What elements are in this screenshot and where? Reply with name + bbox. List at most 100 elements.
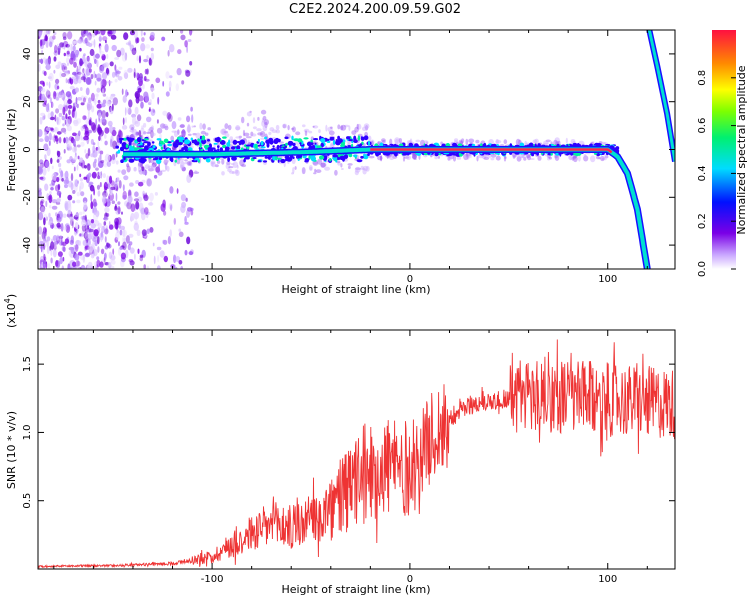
noise-speckle: [59, 42, 65, 48]
band-speckle: [163, 144, 166, 150]
noise-speckle: [122, 184, 125, 192]
haze-speckle: [515, 154, 519, 157]
haze-speckle: [228, 170, 235, 174]
noise-speckle: [46, 239, 49, 248]
haze-speckle: [604, 155, 609, 159]
band-speckle: [335, 160, 338, 163]
haze-speckle: [151, 164, 156, 171]
noise-speckle: [58, 167, 62, 174]
haze-speckle: [437, 156, 441, 159]
noise-speckle: [159, 250, 165, 258]
haze-speckle: [304, 130, 308, 137]
haze-speckle: [303, 128, 310, 133]
noise-speckle: [120, 225, 125, 230]
noise-speckle: [146, 265, 150, 269]
noise-speckle: [127, 195, 133, 204]
noise-speckle: [130, 203, 136, 212]
noise-speckle: [111, 153, 116, 161]
noise-speckle: [88, 243, 94, 253]
haze-speckle: [454, 138, 459, 142]
band-speckle: [326, 140, 331, 143]
noise-speckle: [58, 234, 63, 242]
noise-speckle: [38, 190, 42, 199]
band-speckle: [129, 137, 133, 143]
band-speckle: [226, 142, 231, 147]
noise-speckle: [153, 255, 156, 265]
band-speckle: [201, 138, 207, 145]
noise-speckle: [72, 200, 76, 204]
noise-speckle: [154, 192, 158, 196]
band-speckle: [174, 159, 177, 163]
colorbar-tick-label: 0.8: [697, 70, 708, 86]
noise-speckle: [95, 53, 100, 59]
noise-speckle: [97, 141, 100, 147]
noise-speckle: [64, 70, 70, 74]
noise-speckle: [135, 201, 140, 210]
noise-speckle: [47, 112, 51, 119]
noise-speckle: [122, 117, 125, 126]
band-speckle: [243, 158, 246, 163]
haze-speckle: [171, 130, 177, 133]
haze-speckle: [411, 154, 417, 160]
noise-speckle: [66, 125, 72, 132]
noise-speckle: [116, 229, 120, 233]
haze-speckle: [186, 160, 192, 166]
haze-speckle: [230, 163, 235, 165]
haze-speckle: [381, 138, 386, 142]
haze-speckle: [252, 117, 256, 124]
noise-speckle: [40, 93, 46, 103]
haze-speckle: [571, 156, 575, 161]
noise-speckle: [82, 254, 86, 263]
noise-speckle: [133, 211, 140, 220]
noise-speckle: [138, 77, 143, 82]
band-speckle: [339, 155, 346, 161]
noise-speckle: [122, 228, 126, 237]
noise-speckle: [45, 160, 50, 168]
noise-speckle: [123, 175, 129, 181]
band-speckle: [191, 139, 195, 144]
noise-speckle: [117, 76, 123, 81]
haze-speckle: [192, 133, 197, 136]
noise-speckle: [64, 130, 67, 135]
noise-speckle: [92, 33, 95, 38]
noise-speckle: [90, 201, 94, 210]
band-speckle: [311, 145, 316, 150]
haze-speckle: [330, 142, 333, 147]
noise-speckle: [84, 37, 88, 44]
noise-speckle: [165, 71, 170, 79]
band-speckle: [291, 135, 294, 141]
noise-speckle: [100, 237, 103, 243]
noise-speckle: [79, 157, 84, 163]
noise-speckle: [108, 192, 115, 201]
noise-speckle: [146, 178, 152, 187]
noise-speckle: [96, 184, 101, 190]
noise-speckle: [109, 96, 114, 100]
band-speckle: [260, 140, 264, 146]
band-speckle: [222, 136, 227, 139]
noise-speckle: [88, 68, 92, 73]
noise-speckle: [48, 140, 51, 146]
haze-speckle: [365, 165, 370, 172]
band-speckle: [353, 139, 358, 144]
noise-speckle: [56, 176, 60, 183]
noise-speckle: [118, 224, 121, 230]
noise-speckle: [44, 135, 50, 143]
noise-speckle: [82, 115, 87, 121]
noise-speckle: [53, 56, 57, 62]
noise-speckle: [105, 213, 110, 217]
noise-speckle: [75, 260, 81, 267]
band-speckle: [217, 148, 220, 152]
noise-speckle: [106, 242, 110, 248]
noise-speckle: [121, 88, 124, 95]
noise-speckle: [47, 94, 51, 99]
noise-speckle: [61, 246, 66, 252]
snr-data: [38, 339, 675, 569]
noise-speckle: [88, 228, 94, 233]
haze-speckle: [461, 138, 465, 143]
noise-speckle: [122, 241, 127, 251]
noise-speckle: [88, 129, 92, 134]
band-speckle: [590, 143, 593, 147]
haze-speckle: [320, 162, 326, 168]
noise-speckle: [56, 197, 61, 203]
noise-speckle: [61, 115, 65, 121]
